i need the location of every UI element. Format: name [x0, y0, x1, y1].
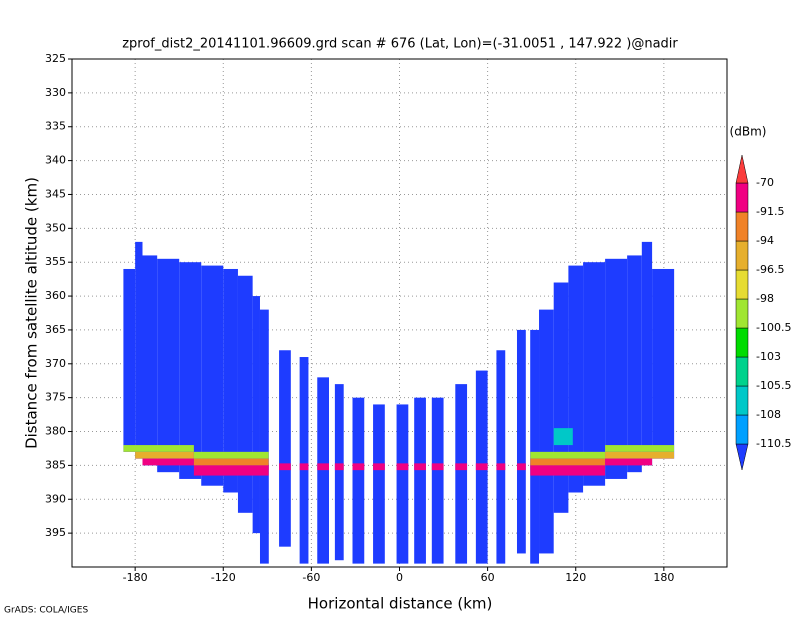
x-tick-label: -60 [302, 571, 320, 584]
y-tick-label: 345 [45, 187, 66, 200]
swath [530, 329, 540, 564]
x-tick-label: -180 [123, 571, 148, 584]
colorbar-segment [735, 356, 749, 387]
surface-echo [605, 445, 675, 452]
x-tick-label: 120 [565, 571, 586, 584]
colorbar-label: -103 [756, 350, 781, 363]
swath [237, 275, 253, 513]
colorbar-label: -96.5 [756, 263, 784, 276]
y-tick-label: 390 [45, 492, 66, 505]
y-axis-title: Distance from satellite altitude (km) [23, 177, 41, 449]
surface-echo [123, 451, 194, 459]
y-tick-label: 360 [45, 289, 66, 302]
surface-echo [193, 451, 269, 459]
y-tick-label: 340 [45, 154, 66, 167]
swath [455, 384, 468, 564]
swath [317, 377, 330, 564]
colorbar-segment [735, 298, 749, 329]
x-tick-label: 60 [481, 571, 495, 584]
y-tick-label: 375 [45, 391, 66, 404]
swath [259, 309, 269, 564]
y-tick-label: 365 [45, 323, 66, 336]
swath [641, 241, 653, 466]
surface-echo [123, 445, 194, 452]
x-tick-label: 180 [653, 571, 674, 584]
footer: GrADS: COLA/IGES [4, 606, 88, 616]
colorbar-over [735, 154, 749, 184]
surface-echo [605, 451, 675, 459]
surface-echo [193, 465, 269, 476]
y-tick-label: 325 [45, 52, 66, 65]
colorbar-segment [735, 211, 749, 242]
surface-echo [530, 465, 606, 476]
swath [583, 262, 606, 486]
y-tick-label: 335 [45, 120, 66, 133]
swath [299, 357, 309, 564]
y-tick-label: 330 [45, 86, 66, 99]
surface-echo [123, 458, 194, 466]
swath [373, 404, 385, 564]
swath [553, 282, 569, 513]
colorbar-label: -105.5 [756, 379, 791, 392]
colorbar-segment [735, 385, 749, 416]
swath [157, 258, 180, 473]
surface-echo [530, 458, 606, 466]
swath [652, 268, 675, 459]
y-tick-label: 385 [45, 458, 66, 471]
swath [396, 404, 409, 564]
swath [431, 397, 444, 564]
colorbar-segment [735, 327, 749, 358]
colorbar-label: -94 [756, 234, 774, 247]
colorbar-segment [735, 240, 749, 271]
swath [516, 329, 526, 554]
swath [414, 397, 426, 564]
swath [142, 255, 158, 466]
y-tick-label: 395 [45, 526, 66, 539]
surface-echo [193, 458, 269, 466]
colorbar-segment [735, 269, 749, 300]
colorbar-label: -110.5 [756, 437, 791, 450]
swath [627, 255, 642, 473]
colorbar-under [735, 443, 749, 471]
swath [252, 296, 260, 534]
swath [123, 268, 136, 452]
y-tick-label: 355 [45, 255, 66, 268]
chart-title: zprof_dist2_20141101.96609.grd scan # 67… [122, 37, 678, 52]
y-tick-label: 380 [45, 425, 66, 438]
surface-echo [268, 463, 531, 471]
swath [179, 262, 202, 479]
swath [135, 241, 143, 459]
colorbar-label: -70 [756, 176, 774, 189]
plot-frame [71, 58, 728, 568]
surface-echo [605, 458, 675, 466]
swath [352, 397, 365, 564]
colorbar-label: -91.5 [756, 205, 784, 218]
colorbar-label: -108 [756, 408, 781, 421]
surface-echo [553, 428, 573, 446]
swath [539, 309, 554, 554]
colorbar-unit: (dBm) [730, 125, 767, 139]
colorbar-segment [735, 182, 749, 213]
colorbar-label: -98 [756, 292, 774, 305]
swath [279, 350, 291, 547]
x-tick-label: -120 [211, 571, 236, 584]
swath [223, 268, 238, 493]
swath [201, 265, 224, 486]
x-tick-label: 0 [396, 571, 403, 584]
swath [605, 258, 628, 479]
y-tick-label: 370 [45, 357, 66, 370]
colorbar-label: -100.5 [756, 321, 791, 334]
surface-echo [530, 451, 606, 459]
swath [334, 384, 344, 561]
swath [496, 350, 506, 564]
colorbar-segment [735, 414, 749, 445]
x-axis-title: Horizontal distance (km) [308, 595, 493, 613]
y-tick-label: 350 [45, 221, 66, 234]
